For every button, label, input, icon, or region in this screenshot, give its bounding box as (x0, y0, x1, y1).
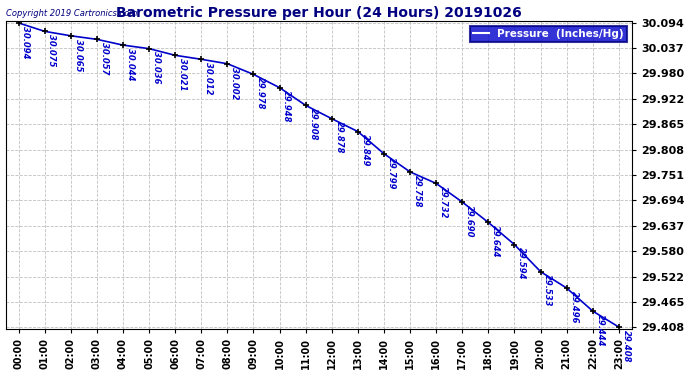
Text: 30.021: 30.021 (178, 58, 187, 91)
Text: 30.012: 30.012 (204, 62, 213, 94)
Title: Barometric Pressure per Hour (24 Hours) 20191026: Barometric Pressure per Hour (24 Hours) … (116, 6, 522, 20)
Text: 29.732: 29.732 (439, 186, 448, 219)
Text: 29.908: 29.908 (308, 108, 317, 141)
Text: 29.849: 29.849 (361, 134, 370, 167)
Text: 29.444: 29.444 (595, 314, 604, 346)
Text: Copyright 2019 Cartronics.com: Copyright 2019 Cartronics.com (6, 9, 137, 18)
Text: 30.057: 30.057 (99, 42, 109, 75)
Text: 30.094: 30.094 (21, 26, 30, 58)
Text: 29.594: 29.594 (518, 248, 526, 280)
Text: 29.978: 29.978 (256, 77, 265, 110)
Text: 30.075: 30.075 (48, 34, 57, 67)
Text: 30.036: 30.036 (152, 51, 161, 84)
Text: 29.644: 29.644 (491, 225, 500, 258)
Text: 29.878: 29.878 (335, 122, 344, 154)
Text: 30.065: 30.065 (74, 39, 83, 71)
Legend: Pressure  (Inches/Hg): Pressure (Inches/Hg) (470, 26, 627, 42)
Text: 29.799: 29.799 (387, 156, 396, 189)
Text: 29.408: 29.408 (622, 330, 631, 362)
Text: 29.690: 29.690 (465, 205, 474, 237)
Text: 29.948: 29.948 (282, 90, 291, 123)
Text: 29.758: 29.758 (413, 175, 422, 207)
Text: 30.002: 30.002 (230, 66, 239, 99)
Text: 29.496: 29.496 (569, 291, 578, 323)
Text: 29.533: 29.533 (543, 274, 553, 307)
Text: 30.044: 30.044 (126, 48, 135, 80)
